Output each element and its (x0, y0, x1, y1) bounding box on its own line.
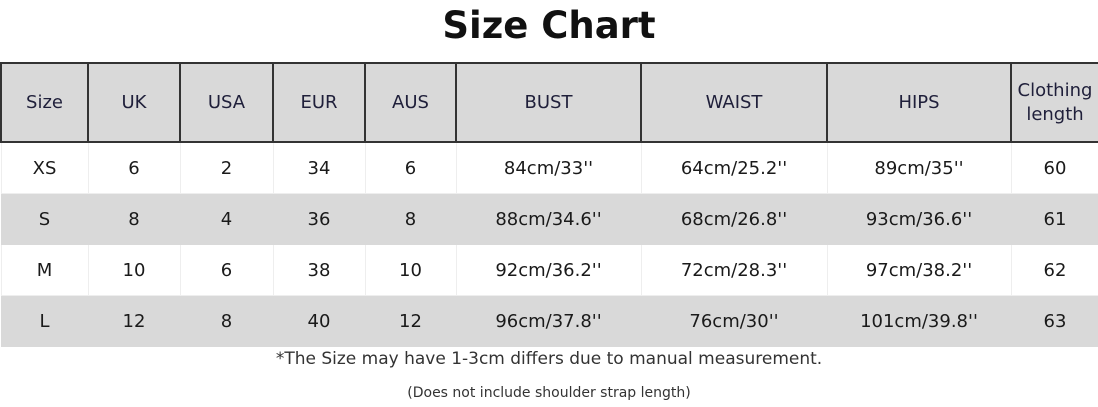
table-cell: S (0, 193, 89, 245)
table-cell: 6 (364, 141, 457, 194)
table-cell: 2 (179, 141, 274, 194)
table-cell: 88cm/34.6'' (455, 193, 642, 245)
table-cell: 6 (87, 141, 181, 194)
table-cell: 62 (1010, 244, 1098, 296)
table-cell: 92cm/36.2'' (455, 244, 642, 296)
strap-note: (Does not include shoulder strap length) (407, 385, 691, 401)
table-cell: 10 (87, 244, 181, 296)
table-cell: 76cm/30'' (640, 295, 828, 347)
table-cell: 36 (272, 193, 366, 245)
table-cell: 8 (179, 295, 274, 347)
table-cell: 10 (364, 244, 457, 296)
table-cell: 12 (87, 295, 181, 347)
column-header: Clothing length (1010, 62, 1098, 143)
table-cell: 84cm/33'' (455, 141, 642, 194)
column-header: HIPS (826, 62, 1012, 143)
table-cell: 6 (179, 244, 274, 296)
table-cell: L (0, 295, 89, 347)
table-cell: 96cm/37.8'' (455, 295, 642, 347)
table-cell: 97cm/38.2'' (826, 244, 1012, 296)
table-row: M 10 6 38 10 92cm/36.2'' 72cm/28.3'' 97cm/38.2'… (0, 244, 1098, 296)
table-cell: 60 (1010, 141, 1098, 194)
size-table: Size UK USA EUR AUS BUST WAIST HIPS Clothing len… (0, 62, 1098, 347)
table-row: XS 6 2 34 6 84cm/33'' 64cm/25.2'' 89cm/35'' 60 (0, 141, 1098, 194)
header-row: Size UK USA EUR AUS BUST WAIST HIPS Clothing len… (0, 62, 1098, 143)
table-cell: 89cm/35'' (826, 141, 1012, 194)
measurement-note: *The Size may have 1-3cm differs due to … (275, 349, 823, 369)
table-cell: 34 (272, 141, 366, 194)
table-cell: 64cm/25.2'' (640, 141, 828, 194)
column-header: EUR (272, 62, 366, 143)
column-header: AUS (364, 62, 457, 143)
table-cell: 61 (1010, 193, 1098, 245)
column-header: WAIST (640, 62, 828, 143)
table-row: S 8 4 36 8 88cm/34.6'' 68cm/26.8'' 93cm/36.6'' 6… (0, 193, 1098, 245)
table-cell: 8 (364, 193, 457, 245)
table-cell: 12 (364, 295, 457, 347)
column-header: BUST (455, 62, 642, 143)
table-cell: 93cm/36.6'' (826, 193, 1012, 245)
table-cell: 8 (87, 193, 181, 245)
table-row: L 12 8 40 12 96cm/37.8'' 76cm/30'' 101cm/39.8''… (0, 295, 1098, 347)
page-title: Size Chart (442, 4, 656, 47)
column-header: USA (179, 62, 274, 143)
table-cell: 4 (179, 193, 274, 245)
table-cell: 40 (272, 295, 366, 347)
table-cell: XS (0, 141, 89, 194)
table-cell: 63 (1010, 295, 1098, 347)
table-cell: 68cm/26.8'' (640, 193, 828, 245)
column-header: Size (0, 62, 89, 143)
table-cell: 38 (272, 244, 366, 296)
column-header: UK (87, 62, 181, 143)
table-cell: 72cm/28.3'' (640, 244, 828, 296)
table-cell: 101cm/39.8'' (826, 295, 1012, 347)
table-cell: M (0, 244, 89, 296)
